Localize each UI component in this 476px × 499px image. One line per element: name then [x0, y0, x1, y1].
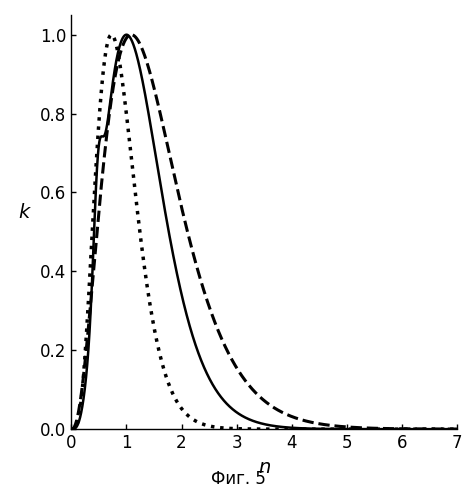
Text: Фиг. 5: Фиг. 5: [210, 470, 266, 488]
X-axis label: n: n: [258, 458, 270, 477]
Y-axis label: k: k: [18, 203, 29, 222]
